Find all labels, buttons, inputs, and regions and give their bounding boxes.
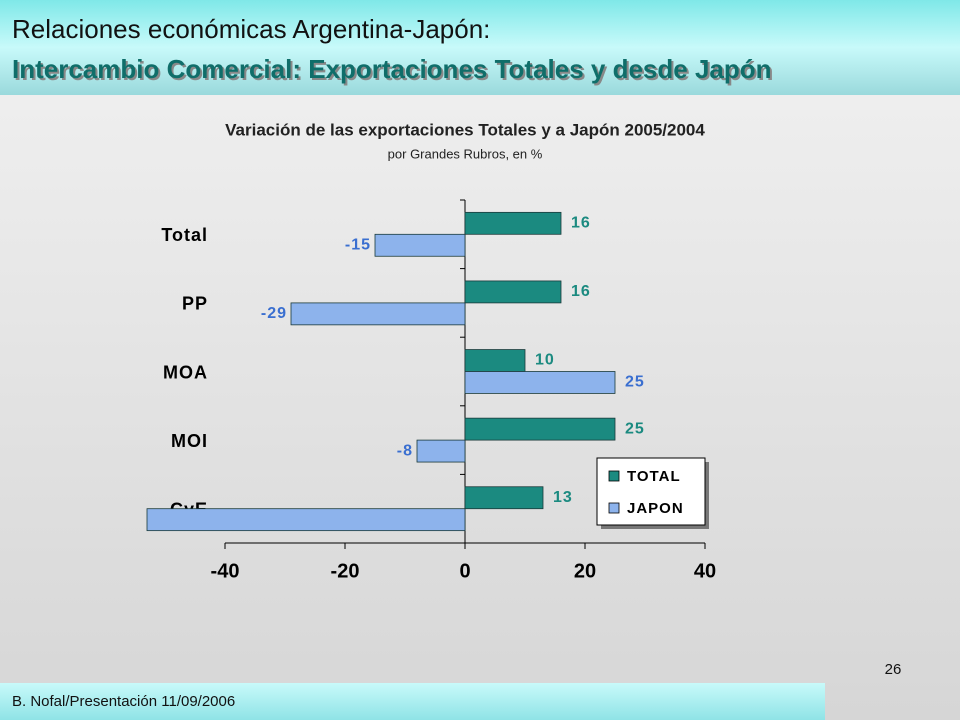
data-label: 10: [535, 352, 555, 369]
bar: [416, 439, 466, 463]
data-label: -8: [397, 442, 413, 459]
x-tick-label: 0: [459, 560, 470, 582]
slide-subtitle-shadow: Intercambio Comercial: Exportaciones Tot…: [14, 56, 774, 86]
header-band: [0, 0, 960, 95]
slide-subtitle: Intercambio Comercial: Exportaciones Tot…: [12, 54, 772, 84]
legend-label: JAPON: [627, 500, 684, 517]
legend-swatch: [608, 502, 620, 514]
x-tick-label: 20: [574, 560, 596, 582]
bar: [464, 349, 526, 372]
footer-credit: B. Nofal/Presentación 11/09/2006: [12, 693, 235, 710]
page-number: 26: [885, 661, 902, 678]
data-label: 25: [625, 420, 645, 437]
category-label: Total: [161, 225, 208, 245]
category-label: MOA: [163, 362, 208, 382]
footer-band: [0, 683, 825, 720]
bar: [290, 302, 466, 326]
data-label: 25: [625, 374, 645, 391]
bar: [464, 417, 616, 441]
legend: [596, 457, 706, 526]
x-tick-label: -40: [211, 560, 240, 582]
legend-label: TOTAL: [627, 468, 681, 485]
category-label: MOI: [171, 431, 208, 451]
data-label: 16: [571, 215, 591, 232]
data-label: 13: [553, 489, 573, 506]
bar: [464, 211, 562, 235]
x-tick-label: 40: [694, 560, 716, 582]
legend-swatch: [608, 470, 620, 482]
bar: [464, 371, 616, 394]
data-label: -15: [345, 236, 371, 253]
category-label: PP: [182, 294, 208, 314]
slide-title: Relaciones económicas Argentina-Japón:: [12, 14, 490, 44]
x-tick-label: -20: [331, 560, 360, 582]
bar: [464, 280, 562, 304]
plot: -40 -20 0 20 40 Total 16 -15 PP 16 -29 MOA 10 25 MOI 25…: [146, 199, 716, 582]
bar: [146, 508, 466, 532]
bar: [374, 233, 466, 257]
chart-title: Variación de las exportaciones Totales y…: [225, 120, 705, 139]
data-label: 16: [571, 283, 591, 300]
bar: [464, 486, 544, 510]
data-label: -29: [261, 305, 287, 322]
chart-subtitle: por Grandes Rubros, en %: [388, 146, 543, 161]
